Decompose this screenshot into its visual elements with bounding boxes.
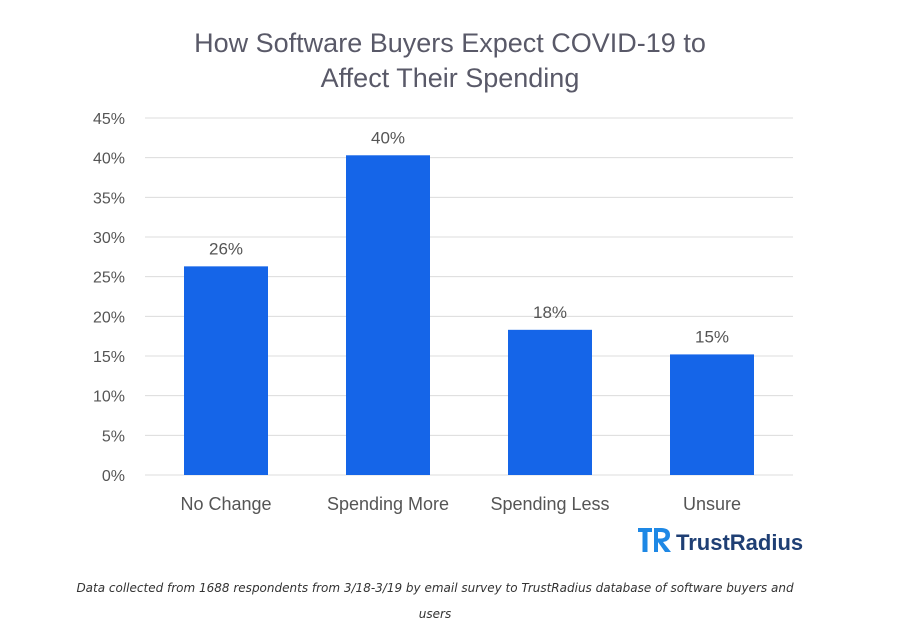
x-category-label: Unsure	[683, 494, 741, 514]
bar-spending-more	[346, 155, 430, 475]
bar-spending-less	[508, 329, 592, 475]
footnote: Data collected from 1688 respondents fro…	[76, 581, 794, 621]
x-category-label: Spending Less	[490, 494, 609, 514]
x-category-label: No Change	[180, 494, 271, 514]
chart-title-line-1: How Software Buyers Expect COVID-19 to	[194, 28, 706, 58]
x-axis-category-labels: No Change Spending More Spending Less Unsur…	[180, 494, 741, 514]
y-tick-label: 20%	[93, 309, 125, 326]
y-tick-label: 0%	[102, 468, 125, 485]
bars	[184, 155, 754, 475]
y-tick-label: 15%	[93, 349, 125, 366]
data-label: 26%	[209, 239, 243, 258]
bar-unsure	[670, 354, 754, 475]
data-label: 40%	[371, 128, 405, 147]
trustradius-logo-icon	[638, 528, 671, 552]
data-labels: 26% 40% 18% 15%	[209, 128, 729, 346]
data-label: 15%	[695, 327, 729, 346]
y-tick-label: 30%	[93, 230, 125, 247]
bar-chart: How Software Buyers Expect COVID-19 to A…	[93, 28, 803, 555]
y-tick-label: 35%	[93, 190, 125, 207]
y-tick-label: 45%	[93, 111, 125, 128]
x-category-label: Spending More	[327, 494, 449, 514]
y-tick-label: 5%	[102, 428, 125, 445]
brand-name: TrustRadius	[676, 530, 803, 555]
y-tick-label: 25%	[93, 270, 125, 287]
data-label: 18%	[533, 303, 567, 322]
y-axis-tick-labels: 0% 5% 10% 15% 20% 25% 30% 35% 40% 45%	[93, 111, 125, 485]
trustradius-logo: TrustRadius	[638, 528, 803, 555]
y-tick-label: 40%	[93, 151, 125, 168]
chart-title-line-2: Affect Their Spending	[321, 63, 580, 93]
bar-no-change	[184, 266, 268, 475]
y-tick-label: 10%	[93, 389, 125, 406]
